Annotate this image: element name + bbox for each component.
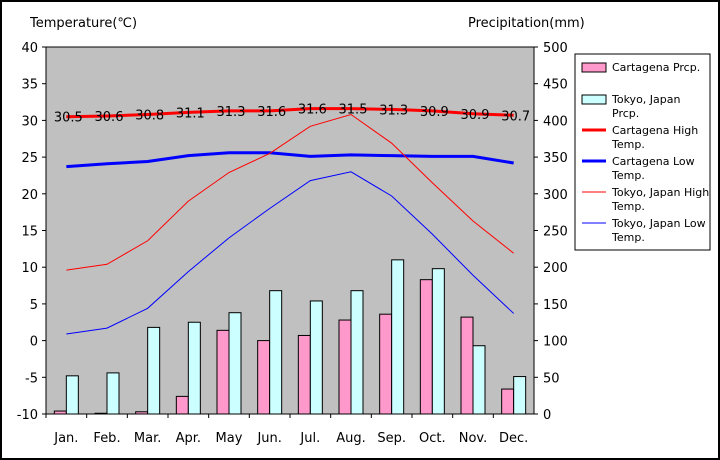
bar-tokyo-prcp <box>309 300 323 415</box>
data-label-cartagena-high: 31.6 <box>257 105 286 120</box>
y-left-tick-label: -10 <box>17 408 38 423</box>
x-tick-label: Dec. <box>499 431 528 446</box>
x-tick-label: Jun. <box>256 431 281 446</box>
x-tick-label: May <box>216 431 243 446</box>
x-tick-label: Feb. <box>93 431 120 446</box>
x-tick-label: Jan. <box>53 431 78 446</box>
line-tokyo-japan-high-temp <box>66 113 514 271</box>
y-axis-left-title: Temperature(℃) <box>29 16 137 31</box>
plot-area <box>45 46 535 415</box>
bar-cartagena-prcp <box>53 410 67 415</box>
bar-cartagena-prcp <box>216 329 230 415</box>
bar-cartagena-prcp <box>501 388 515 415</box>
y-right-tick-label: 0 <box>543 408 551 423</box>
x-tick-label: Jul. <box>299 431 320 446</box>
legend-label: Cartagena Prcp. <box>612 61 700 74</box>
bar-tokyo-prcp <box>147 326 161 415</box>
data-label-cartagena-high: 30.5 <box>54 111 83 126</box>
y-right-tick-label: 100 <box>543 335 568 350</box>
legend-label: Cartagena High Temp. <box>611 124 698 151</box>
x-tick-label: Oct. <box>419 431 446 446</box>
x-tick-label: Apr. <box>176 431 201 446</box>
y-left-tick-label: 35 <box>21 78 38 93</box>
y-left-tick-label: 5 <box>30 298 38 313</box>
bar-cartagena-prcp <box>175 395 189 415</box>
x-tick-label: Nov. <box>459 431 488 446</box>
bar-cartagena-prcp <box>419 279 433 415</box>
y-left-tick-label: 40 <box>21 41 38 56</box>
data-label-cartagena-high: 30.6 <box>95 110 124 125</box>
data-label-cartagena-high: 31.1 <box>176 106 205 121</box>
line-cartagena-low-temp <box>66 151 514 169</box>
y-right-tick-label: 250 <box>543 225 568 240</box>
bar-cartagena-prcp <box>94 412 108 415</box>
y-left-tick-label: 25 <box>21 151 38 166</box>
x-tick-label: Aug. <box>336 431 366 446</box>
y-right-tick-label: 150 <box>543 298 568 313</box>
y-left-tick-label: 30 <box>21 114 38 129</box>
bar-tokyo-prcp <box>269 290 283 415</box>
bar-tokyo-prcp <box>513 376 527 415</box>
y-right-tick-label: 350 <box>543 151 568 166</box>
bar-tokyo-prcp <box>431 268 445 415</box>
data-label-cartagena-high: 31.3 <box>379 103 408 118</box>
bar-tokyo-prcp <box>65 375 79 415</box>
legend-label: Cartagena Low Temp. <box>611 155 695 182</box>
y-right-tick-label: 300 <box>543 188 568 203</box>
bar-cartagena-prcp <box>379 313 393 415</box>
bar-cartagena-prcp <box>460 316 474 415</box>
data-label-cartagena-high: 30.9 <box>420 105 449 120</box>
y-left-tick-label: 20 <box>21 188 38 203</box>
bar-tokyo-prcp <box>350 290 364 415</box>
y-left-tick-label: 10 <box>21 261 38 276</box>
data-label-cartagena-high: 31.6 <box>298 103 327 118</box>
line-tokyo-japan-low-temp <box>66 171 515 335</box>
y-left-tick-label: -5 <box>25 371 38 386</box>
data-label-cartagena-high: 31.3 <box>217 105 246 120</box>
y-left-tick-label: 15 <box>21 225 38 240</box>
y-right-tick-label: 50 <box>543 371 560 386</box>
bar-tokyo-prcp <box>187 321 201 415</box>
legend-swatch <box>581 62 607 73</box>
data-label-cartagena-high: 30.7 <box>501 109 530 124</box>
legend-box <box>574 53 711 251</box>
data-label-cartagena-high: 30.9 <box>461 108 490 123</box>
x-tick-label: Mar. <box>134 431 161 446</box>
legend-swatch <box>581 94 607 105</box>
bar-tokyo-prcp <box>228 312 242 415</box>
legend-label: Tokyo, Japan Prcp. <box>611 93 680 120</box>
line-cartagena-high-temp <box>66 107 514 119</box>
y-right-tick-label: 400 <box>543 114 568 129</box>
bar-cartagena-prcp <box>257 340 271 415</box>
y-right-tick-label: 450 <box>543 78 568 93</box>
bar-tokyo-prcp <box>472 345 486 415</box>
data-label-cartagena-high: 31.5 <box>339 103 368 118</box>
y-right-tick-label: 200 <box>543 261 568 276</box>
y-left-tick-label: 0 <box>30 335 38 350</box>
bar-tokyo-prcp <box>391 259 405 415</box>
legend-label: Tokyo, Japan High Temp. <box>611 186 709 213</box>
bar-tokyo-prcp <box>106 372 120 415</box>
data-label-cartagena-high: 30.8 <box>135 109 164 124</box>
x-tick-label: Sep. <box>377 431 406 446</box>
legend-label: Tokyo, Japan Low Temp. <box>611 217 706 244</box>
bar-cartagena-prcp <box>297 334 311 415</box>
y-right-tick-label: 500 <box>543 41 568 56</box>
bar-cartagena-prcp <box>338 319 352 415</box>
bar-cartagena-prcp <box>135 411 149 415</box>
y-axis-right-title: Precipitation(mm) <box>468 16 585 31</box>
